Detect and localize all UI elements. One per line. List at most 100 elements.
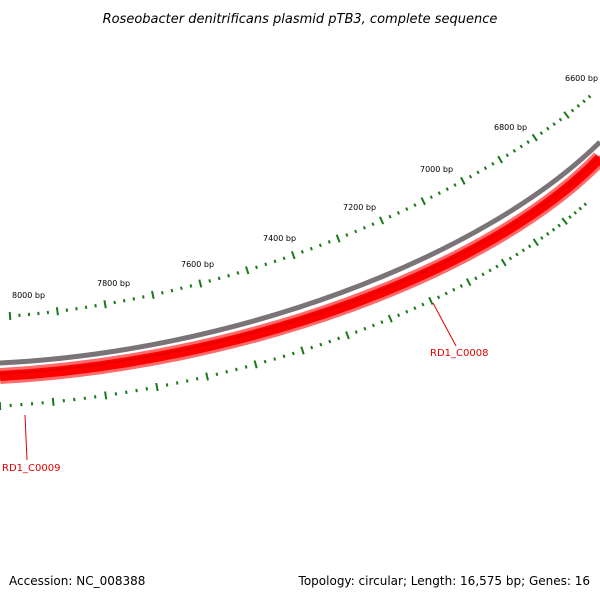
inner-tick-mark	[273, 357, 277, 361]
outer-tick-mark	[587, 94, 592, 99]
inner-tick-mark	[51, 397, 55, 406]
outer-tick-mark	[273, 259, 277, 264]
outer-tick-mark	[122, 299, 126, 303]
inner-tick-mark	[195, 376, 199, 381]
outer-tick-mark	[546, 126, 550, 131]
outer-tick-mark	[300, 250, 304, 254]
outer-tick-mark	[103, 300, 107, 309]
inner-tick-mark	[363, 326, 367, 331]
inner-tick-mark	[155, 382, 159, 392]
outer-tick-mark	[491, 162, 495, 166]
outer-tick-mark	[371, 222, 375, 226]
inner-tick-mark	[310, 345, 314, 350]
outer-tick-mark	[180, 286, 183, 291]
inner-tick-mark	[508, 256, 513, 261]
inner-tick-mark	[459, 284, 463, 288]
outer-tick-mark	[217, 276, 221, 281]
gene-label-rd1-c0009[interactable]: RD1_C0009	[2, 463, 60, 474]
outer-tick-mark	[309, 246, 313, 251]
outer-tick-mark	[388, 214, 392, 219]
inner-tick-mark	[500, 258, 507, 267]
outer-tick-mark	[84, 305, 88, 310]
inner-tick-mark	[495, 264, 499, 269]
inner-tick-mark	[215, 372, 219, 377]
inner-tick-mark	[235, 367, 238, 372]
outer-tick-mark	[94, 304, 97, 308]
inner-tick-mark	[345, 331, 350, 340]
inner-tick-mark	[545, 232, 550, 236]
accession-text: Accession: NC_008388	[9, 574, 146, 588]
inner-tick-mark	[573, 210, 577, 215]
outer-tick-mark	[151, 290, 155, 300]
outer-tick-mark	[378, 216, 385, 225]
inner-tick-mark	[225, 370, 229, 374]
outer-tick-mark	[483, 166, 488, 171]
inner-tick-mark	[125, 390, 128, 395]
outer-tick-mark	[255, 265, 258, 270]
outer-tick-mark	[437, 191, 441, 196]
inner-tick-mark	[540, 236, 544, 240]
outer-tick-mark	[113, 300, 116, 305]
inner-tick-mark	[551, 227, 556, 232]
outer-tick-mark	[8, 311, 12, 321]
outer-tick-mark	[453, 183, 457, 187]
inner-tick-mark	[557, 223, 561, 228]
inner-tick-mark	[165, 383, 169, 387]
outer-tick-mark	[245, 266, 250, 275]
outer-tick-mark	[445, 187, 449, 191]
inner-tick-mark	[413, 306, 417, 311]
outer-tick-mark	[576, 103, 581, 108]
inner-tick-mark	[444, 291, 448, 296]
outer-tick-mark	[519, 144, 523, 149]
inner-tick-mark	[488, 268, 492, 273]
gene-band[interactable]	[0, 154, 600, 381]
outer-tick-mark	[354, 229, 358, 234]
outer-tick-mark	[282, 256, 286, 261]
inner-tick-mark	[114, 392, 118, 396]
inner-tick-mark	[354, 330, 358, 334]
outer-tick-mark	[170, 288, 174, 293]
outer-tick-mark	[531, 133, 538, 142]
outer-tick-ring	[8, 94, 592, 321]
outer-tick-mark	[318, 243, 322, 248]
inner-tick-mark	[185, 379, 189, 383]
inner-tick-mark	[583, 202, 588, 207]
topology-text: Topology: circular; Length: 16,575 bp; G…	[298, 574, 590, 588]
inner-tick-mark	[474, 276, 478, 281]
inner-tick-mark	[337, 336, 341, 341]
inner-tick-mark	[371, 323, 375, 328]
outer-tick-mark	[396, 211, 401, 215]
inner-tick-mark	[578, 206, 583, 211]
inner-tick-mark	[436, 295, 441, 300]
inner-tick-mark	[291, 351, 295, 356]
outer-tick-mark	[558, 117, 563, 122]
inner-tick-mark	[428, 296, 434, 305]
inner-tick-mark	[263, 359, 267, 364]
inner-tick-mark	[319, 342, 323, 347]
outer-tick-mark	[563, 111, 570, 119]
scale-label-7800: 7800 bp	[97, 279, 130, 288]
scale-label-6600: 6600 bp	[565, 74, 598, 83]
outer-tick-mark	[264, 262, 268, 267]
scale-label-7400: 7400 bp	[263, 234, 296, 243]
inner-tick-mark	[244, 365, 248, 369]
inner-tick-mark	[527, 244, 532, 249]
inner-tick-mark	[397, 313, 401, 318]
outer-tick-mark	[429, 195, 433, 200]
outer-tick-mark	[132, 297, 136, 301]
outer-tick-mark	[208, 279, 212, 283]
inner-tick-mark	[481, 272, 485, 277]
scale-label-7000: 7000 bp	[420, 165, 453, 174]
outer-tick-mark	[335, 234, 341, 243]
inner-tick-mark	[175, 381, 179, 385]
outer-tick-mark	[161, 290, 164, 295]
inner-tick-mark	[421, 302, 425, 307]
outer-tick-mark	[505, 153, 509, 158]
outer-tick-mark	[189, 284, 193, 288]
outer-tick-mark	[420, 197, 426, 206]
gene-label-rd1-c0008[interactable]: RD1_C0008	[430, 348, 488, 359]
inner-tick-mark	[145, 387, 149, 391]
inner-tick-mark	[328, 339, 332, 344]
outer-tick-mark	[582, 99, 586, 104]
